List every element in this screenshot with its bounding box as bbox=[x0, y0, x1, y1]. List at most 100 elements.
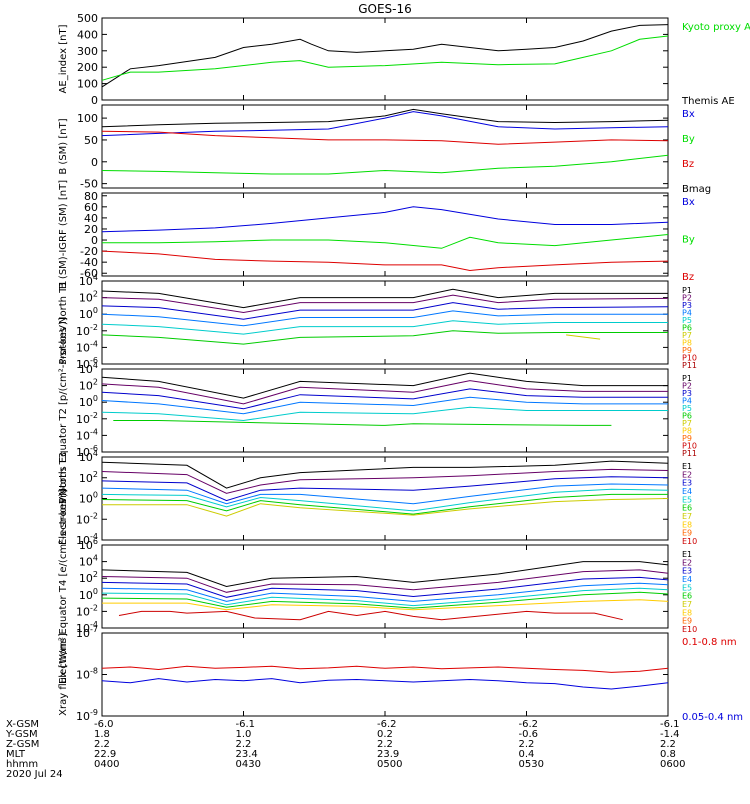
series-line-e1 bbox=[101, 561, 669, 588]
legend-entry: P10 bbox=[682, 442, 697, 451]
legend-entry: E4 bbox=[682, 487, 692, 496]
y-tick-label: 20 bbox=[84, 223, 98, 236]
y-tick-label: 100 bbox=[77, 78, 98, 91]
footer-value: 2.2 bbox=[236, 739, 252, 750]
series-line-e6 bbox=[101, 591, 669, 609]
footer-value: 22.9 bbox=[94, 749, 116, 760]
panel-8 bbox=[101, 632, 669, 717]
panel-2 bbox=[101, 104, 669, 189]
legend-entry: E7 bbox=[682, 512, 692, 521]
legend-entry: P5 bbox=[682, 316, 692, 325]
legend-entry: P2 bbox=[682, 382, 692, 391]
series-line-0-05-0-4-nm bbox=[101, 678, 669, 690]
y-tick-label: 100 bbox=[79, 587, 98, 602]
footer-value: 2.2 bbox=[94, 739, 110, 750]
legend-entry: P9 bbox=[682, 346, 692, 355]
legend-entry: E1 bbox=[682, 462, 692, 471]
footer-row-label: Z-GSM bbox=[6, 739, 39, 750]
series-line-bz bbox=[101, 250, 669, 272]
legend-entry: Bx bbox=[682, 109, 695, 120]
legend-entry: P10 bbox=[682, 354, 697, 363]
y-tick-label: 100 bbox=[79, 394, 98, 409]
y-tick-label: 10-9 bbox=[76, 708, 98, 723]
footer-value: 1.0 bbox=[236, 729, 252, 740]
legend-entry: E10 bbox=[682, 625, 697, 634]
legend-entry: 0.05-0.4 nm bbox=[682, 712, 743, 723]
series-line-e4 bbox=[101, 582, 669, 602]
series-line-themis-ae bbox=[101, 24, 669, 88]
series-line-e6 bbox=[101, 493, 668, 515]
y-axis-label: AE_index [nT] bbox=[58, 24, 69, 93]
y-tick-label: 10-4 bbox=[76, 532, 98, 547]
panel-4 bbox=[101, 280, 669, 365]
legend-entry: E8 bbox=[682, 608, 692, 617]
y-axis-label: B (SM) [nT] bbox=[58, 118, 69, 174]
legend-entry: E3 bbox=[682, 567, 692, 576]
y-axis-label: B (SM)-IGRF (SM) [nT] bbox=[58, 180, 69, 289]
legend-entry: P6 bbox=[682, 324, 692, 333]
legend-entry: E1 bbox=[682, 550, 692, 559]
y-tick-label: 50 bbox=[84, 134, 98, 147]
y-tick-label: 500 bbox=[77, 12, 98, 25]
panel-1 bbox=[101, 17, 669, 101]
legend-entry: E3 bbox=[682, 479, 692, 488]
legend-entry: E7 bbox=[682, 600, 692, 609]
series-line-e2 bbox=[101, 468, 669, 494]
legend-entry: E4 bbox=[682, 575, 692, 584]
y-tick-label: 10-6 bbox=[76, 356, 98, 371]
series-line-p1 bbox=[101, 372, 668, 399]
legend-entry: Themis AE bbox=[681, 96, 735, 107]
panel-frame bbox=[101, 544, 669, 629]
panel-frame bbox=[101, 456, 669, 541]
series-line-bmag bbox=[101, 108, 669, 128]
panel-6 bbox=[101, 456, 669, 541]
series-line-bx bbox=[101, 111, 669, 137]
series-line-e8 bbox=[102, 599, 669, 611]
footer-value: 0.2 bbox=[377, 729, 393, 740]
legend-entry: P11 bbox=[682, 361, 697, 370]
legend-entry: By bbox=[682, 235, 695, 246]
y-tick-label: 100 bbox=[79, 491, 98, 506]
legend-entry: E2 bbox=[682, 558, 692, 567]
legend-entry: E9 bbox=[682, 529, 692, 538]
y-axis-label: Xray flux [W/m²] bbox=[58, 633, 69, 716]
legend-entry: P3 bbox=[682, 389, 692, 398]
legend-entry: By bbox=[682, 134, 695, 145]
footer-value: -1.4 bbox=[660, 729, 680, 740]
series-line-p4 bbox=[101, 396, 668, 415]
y-axis-label: Electrons North T3 bbox=[58, 452, 69, 545]
y-tick-label: 10-4 bbox=[76, 427, 98, 442]
legend-entry: P7 bbox=[682, 331, 692, 340]
footer-value: -6.1 bbox=[660, 719, 680, 730]
legend-entry: Bx bbox=[682, 197, 695, 208]
panel-7 bbox=[101, 544, 669, 629]
legend-entry: P1 bbox=[682, 286, 692, 295]
series-line-p3 bbox=[101, 388, 668, 410]
panel-3 bbox=[101, 192, 669, 277]
y-tick-label: 10-8 bbox=[76, 667, 98, 682]
series-line-e2 bbox=[101, 569, 669, 593]
legend-entry: 0.1-0.8 nm bbox=[682, 637, 737, 648]
legend-entry: E8 bbox=[682, 520, 692, 529]
legend-entry: Bz bbox=[682, 159, 694, 170]
series-line-0-1-0-8-nm bbox=[101, 665, 669, 673]
series-line-e7 bbox=[102, 498, 669, 517]
series-line-e10 bbox=[118, 610, 623, 621]
footer-value: 1.8 bbox=[94, 729, 110, 740]
footer-value: 2.2 bbox=[519, 739, 535, 750]
legend-entry: P3 bbox=[682, 301, 692, 310]
y-tick-label: 10-2 bbox=[76, 323, 98, 338]
series-line-e1 bbox=[101, 460, 669, 489]
series-line-bz bbox=[101, 130, 669, 145]
series-line-e5 bbox=[101, 488, 669, 512]
series-line-p2 bbox=[101, 294, 669, 314]
y-tick-label: 10-6 bbox=[76, 444, 98, 459]
legend-entry: Kyoto proxy AE bbox=[682, 22, 750, 33]
footer-value: 0600 bbox=[660, 759, 685, 770]
footer-row-label: hhmm bbox=[6, 759, 38, 770]
series-line-by bbox=[101, 154, 669, 175]
footer-row-label: MLT bbox=[6, 749, 26, 760]
y-tick-label: 10-2 bbox=[76, 511, 98, 526]
legend-entry: E9 bbox=[682, 617, 692, 626]
y-tick-label: 10-7 bbox=[76, 625, 98, 640]
